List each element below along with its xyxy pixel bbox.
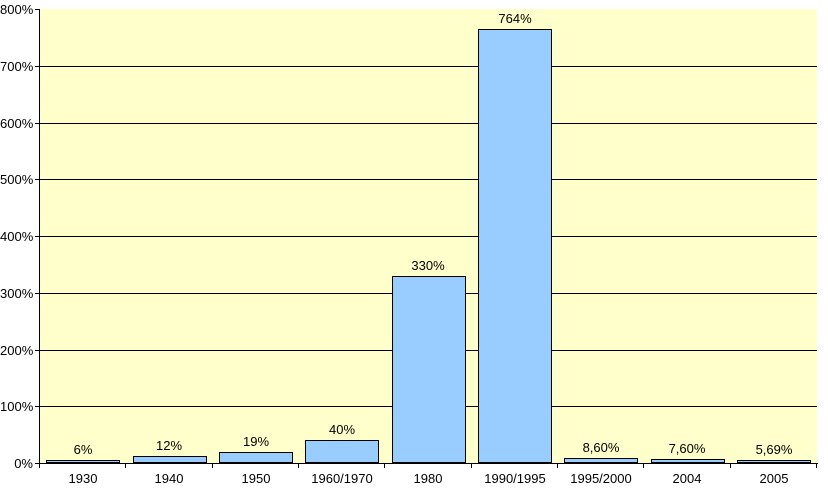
bar (392, 276, 466, 463)
gridline (40, 179, 817, 180)
y-axis-tick (35, 350, 40, 351)
y-axis-tick (35, 236, 40, 237)
y-axis-tick (35, 9, 40, 10)
x-axis-tick (298, 463, 299, 468)
x-tick-label: 1995/2000 (570, 471, 632, 486)
y-tick-label: 300% (0, 286, 34, 301)
bar-value-label: 330% (411, 258, 445, 273)
x-tick-label: 1950 (241, 471, 271, 486)
bar-value-label: 6% (73, 442, 93, 457)
bar (219, 452, 293, 463)
y-axis-tick (35, 123, 40, 124)
y-tick-label: 800% (0, 2, 34, 17)
bar-value-label: 8,60% (582, 440, 620, 455)
y-tick-label: 500% (0, 172, 34, 187)
x-axis-tick (471, 463, 472, 468)
y-axis-tick (35, 293, 40, 294)
x-axis-tick (730, 463, 731, 468)
bar-value-label: 5,69% (755, 442, 793, 457)
x-axis-tick (212, 463, 213, 468)
gridline (40, 123, 817, 124)
bar (133, 456, 207, 463)
bar (737, 460, 811, 463)
x-axis-tick (557, 463, 558, 468)
x-axis-tick (816, 463, 817, 468)
x-tick-label: 1990/1995 (484, 471, 546, 486)
gridline (40, 236, 817, 237)
y-tick-label: 0% (14, 456, 33, 471)
bar-value-label: 12% (155, 438, 183, 453)
y-axis-tick (35, 463, 40, 464)
bar (651, 459, 725, 463)
y-tick-label: 200% (0, 343, 34, 358)
bar (478, 29, 552, 463)
y-tick-label: 600% (0, 116, 34, 131)
x-tick-label: 1940 (154, 471, 184, 486)
x-axis-tick (384, 463, 385, 468)
y-tick-label: 100% (0, 399, 34, 414)
bar (305, 440, 379, 463)
x-axis (39, 463, 818, 464)
x-tick-label: 1960/1970 (311, 471, 373, 486)
y-axis-tick (35, 66, 40, 67)
x-axis-tick (39, 463, 40, 468)
x-tick-label: 2004 (672, 471, 702, 486)
x-tick-label: 1930 (68, 471, 98, 486)
gridline (40, 66, 817, 67)
bar (564, 458, 638, 463)
x-axis-tick (643, 463, 644, 468)
bar-value-label: 40% (328, 422, 356, 437)
x-axis-tick (125, 463, 126, 468)
bar (46, 460, 120, 463)
y-axis-tick (35, 179, 40, 180)
y-tick-label: 400% (0, 229, 34, 244)
y-tick-label: 700% (0, 59, 34, 74)
x-tick-label: 2005 (759, 471, 789, 486)
y-axis-tick (35, 406, 40, 407)
x-tick-label: 1980 (413, 471, 443, 486)
bar-value-label: 764% (498, 11, 532, 26)
bar-value-label: 19% (242, 434, 270, 449)
bar-value-label: 7,60% (668, 441, 706, 456)
